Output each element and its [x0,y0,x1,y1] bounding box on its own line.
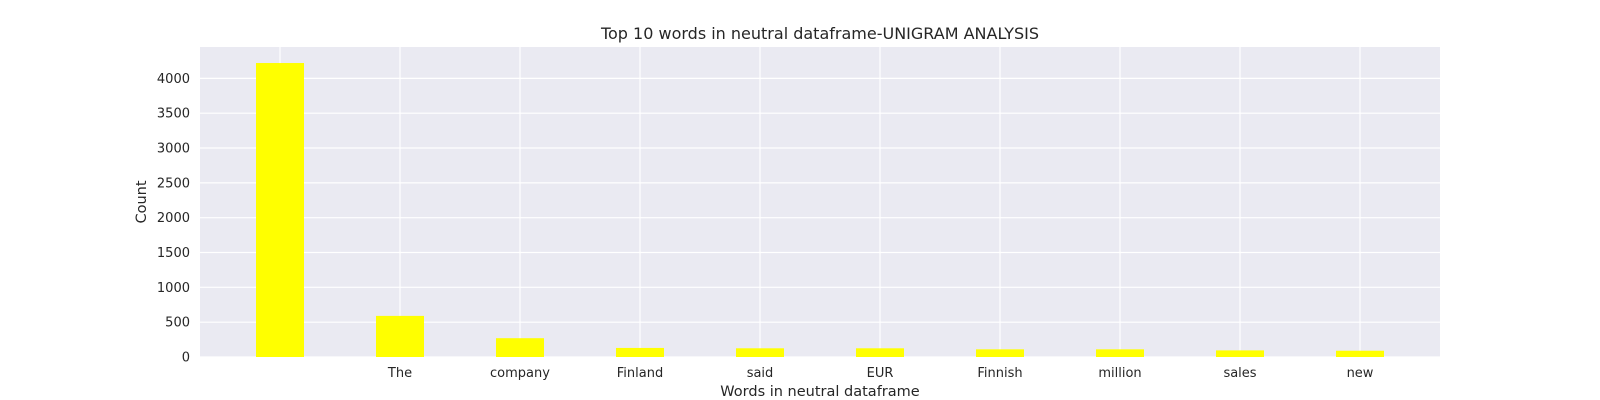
y-tick-label: 4000 [157,72,190,87]
bar-blank [256,63,304,358]
x-tick-label: Finland [617,366,663,381]
y-tick-labels: 0 500 1000 1500 2000 2500 3000 3500 4000 [157,72,190,366]
bar-new [1336,350,1384,357]
x-tick-label: EUR [867,366,894,381]
x-tick-label: said [747,366,774,381]
y-tick-label: 2000 [157,211,190,226]
x-tick-label: sales [1223,366,1256,381]
y-axis-label: Count [134,180,150,223]
bar-eur [856,348,904,357]
x-tick-label: The [387,366,412,381]
bar-finnish [976,349,1024,357]
x-tick-label: new [1347,366,1374,381]
y-tick-label: 2500 [157,176,190,191]
x-tick-label: million [1098,366,1141,381]
bars [256,63,1384,358]
y-tick-label: 1000 [157,281,190,296]
bar-sales [1216,350,1264,357]
y-tick-label: 0 [182,351,190,366]
y-tick-label: 500 [165,316,190,331]
bar-finland [616,347,664,357]
bar-the [376,315,424,357]
bar-company [496,338,544,357]
y-tick-label: 3000 [157,142,190,157]
y-tick-label: 1500 [157,246,190,261]
bar-million [1096,349,1144,357]
x-tick-labels: The company Finland said EUR Finnish million sa… [387,366,1374,381]
bar-said [736,348,784,357]
x-tick-label: company [490,366,550,381]
chart-title: Top 10 words in neutral dataframe-UNIGRA… [600,24,1039,43]
grid-lines [200,47,1440,358]
y-tick-label: 3500 [157,107,190,122]
plot-area [200,47,1440,357]
x-axis-label: Words in neutral dataframe [720,384,919,400]
x-tick-label: Finnish [977,366,1022,381]
